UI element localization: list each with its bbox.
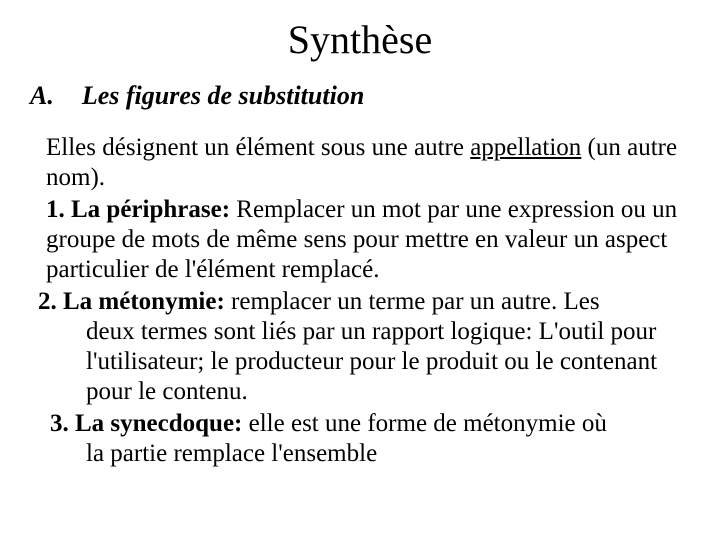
section-header: A. Les figures de substitution — [30, 81, 690, 111]
item-1: 1. La périphrase: Remplacer un mot par u… — [46, 195, 690, 285]
intro-paragraph: Elles désignent un élément sous une autr… — [46, 133, 690, 193]
item-1-label: 1. La périphrase: — [46, 196, 230, 223]
item-3-label: 3. La synecdoque: — [50, 410, 242, 437]
section-letter: A. — [30, 81, 54, 111]
page-title: Synthèse — [30, 16, 690, 63]
item-2-text-first: remplacer un terme par un autre. Les — [225, 288, 600, 315]
intro-underlined: appellation — [470, 134, 581, 161]
item-2: 2. La métonymie: remplacer un terme par … — [38, 287, 690, 407]
item-3: 3. La synecdoque: elle est une forme de … — [50, 409, 690, 469]
item-2-label: 2. La métonymie: — [38, 288, 225, 315]
item-3-text-first: elle est une forme de métonymie où — [242, 410, 606, 437]
intro-part1: Elles désignent un élément sous une autr… — [46, 134, 470, 161]
item-2-continuation: deux termes sont liés par un rapport log… — [86, 317, 690, 407]
item-3-continuation: la partie remplace l'ensemble — [86, 439, 690, 469]
section-heading-text: Les figures de substitution — [82, 81, 364, 110]
